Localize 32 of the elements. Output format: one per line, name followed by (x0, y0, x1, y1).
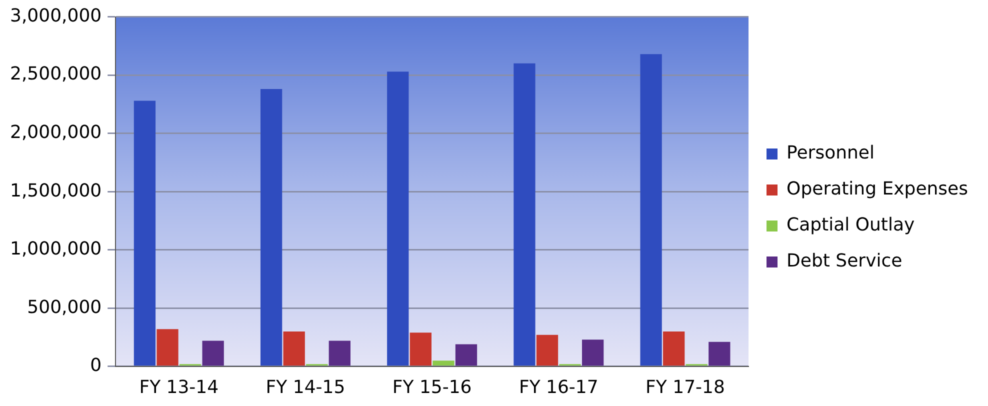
y-tick-label: 3,000,000 (10, 5, 102, 26)
x-tick-label: FY 16-17 (518, 376, 598, 398)
bar (640, 54, 662, 366)
x-tick-label: FY 14-15 (266, 376, 346, 398)
bar (410, 332, 432, 366)
bar (260, 89, 282, 366)
bar (582, 340, 604, 366)
y-tick-label: 1,000,000 (10, 238, 102, 260)
bar (156, 329, 178, 366)
bar (134, 100, 156, 366)
bar (387, 72, 409, 366)
legend-label: Operating Expenses (786, 178, 968, 200)
x-tick-label: FY 13-14 (139, 376, 219, 398)
bar (708, 342, 730, 366)
y-tick-label: 500,000 (27, 296, 102, 318)
bar (663, 331, 685, 366)
y-tick-label: 0 (90, 355, 102, 376)
bar (283, 331, 305, 366)
bar (514, 63, 536, 366)
bar (432, 360, 454, 366)
legend-label: Debt Service (786, 250, 902, 272)
y-tick-label: 2,500,000 (10, 64, 102, 85)
y-tick-label: 2,000,000 (10, 122, 102, 144)
bar (536, 334, 558, 366)
x-tick-label: FY 15-16 (392, 376, 472, 398)
x-tick-label: FY 17-18 (646, 376, 725, 398)
legend-label: Captial Outlay (786, 214, 916, 236)
bar (455, 344, 478, 366)
bar (328, 340, 350, 366)
bar (202, 340, 224, 366)
y-tick-label: 1,500,000 (10, 180, 102, 202)
legend-label: Personnel (786, 142, 875, 164)
